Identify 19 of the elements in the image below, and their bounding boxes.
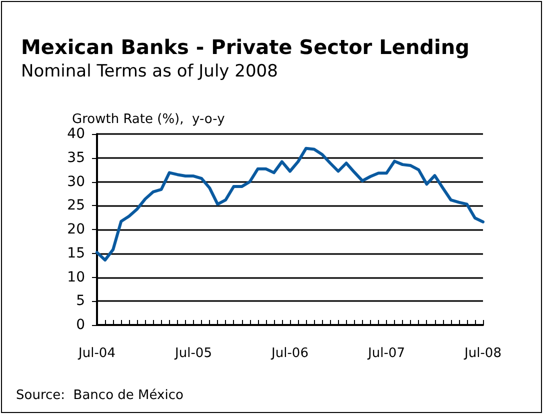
x-tick-label: Jul-06	[270, 346, 308, 361]
y-tick-label: 40	[67, 126, 85, 142]
y-tick-label: 30	[67, 174, 85, 190]
x-tick-label: Jul-05	[174, 346, 212, 361]
y-tick-label: 5	[76, 293, 85, 310]
y-tick-label: 20	[67, 222, 85, 238]
x-tick-label: Jul-07	[367, 346, 405, 361]
y-tick-label: 10	[67, 269, 85, 286]
y-tick-label: 15	[67, 245, 85, 262]
x-tick-label: Jul-08	[464, 346, 502, 361]
y-tick-label: 35	[67, 150, 85, 166]
source-note: Source: Banco de México	[16, 388, 184, 403]
y-tick-label: 25	[67, 198, 85, 214]
x-tick-label: Jul-04	[78, 346, 116, 361]
y-tick-label: 0	[76, 317, 85, 333]
chart-title: Mexican Banks - Private Sector Lending	[21, 35, 470, 59]
chart-subtitle: Nominal Terms as of July 2008	[21, 62, 278, 82]
line-series	[96, 146, 484, 262]
y-axis-title: Growth Rate (%), y-o-y	[72, 112, 226, 127]
